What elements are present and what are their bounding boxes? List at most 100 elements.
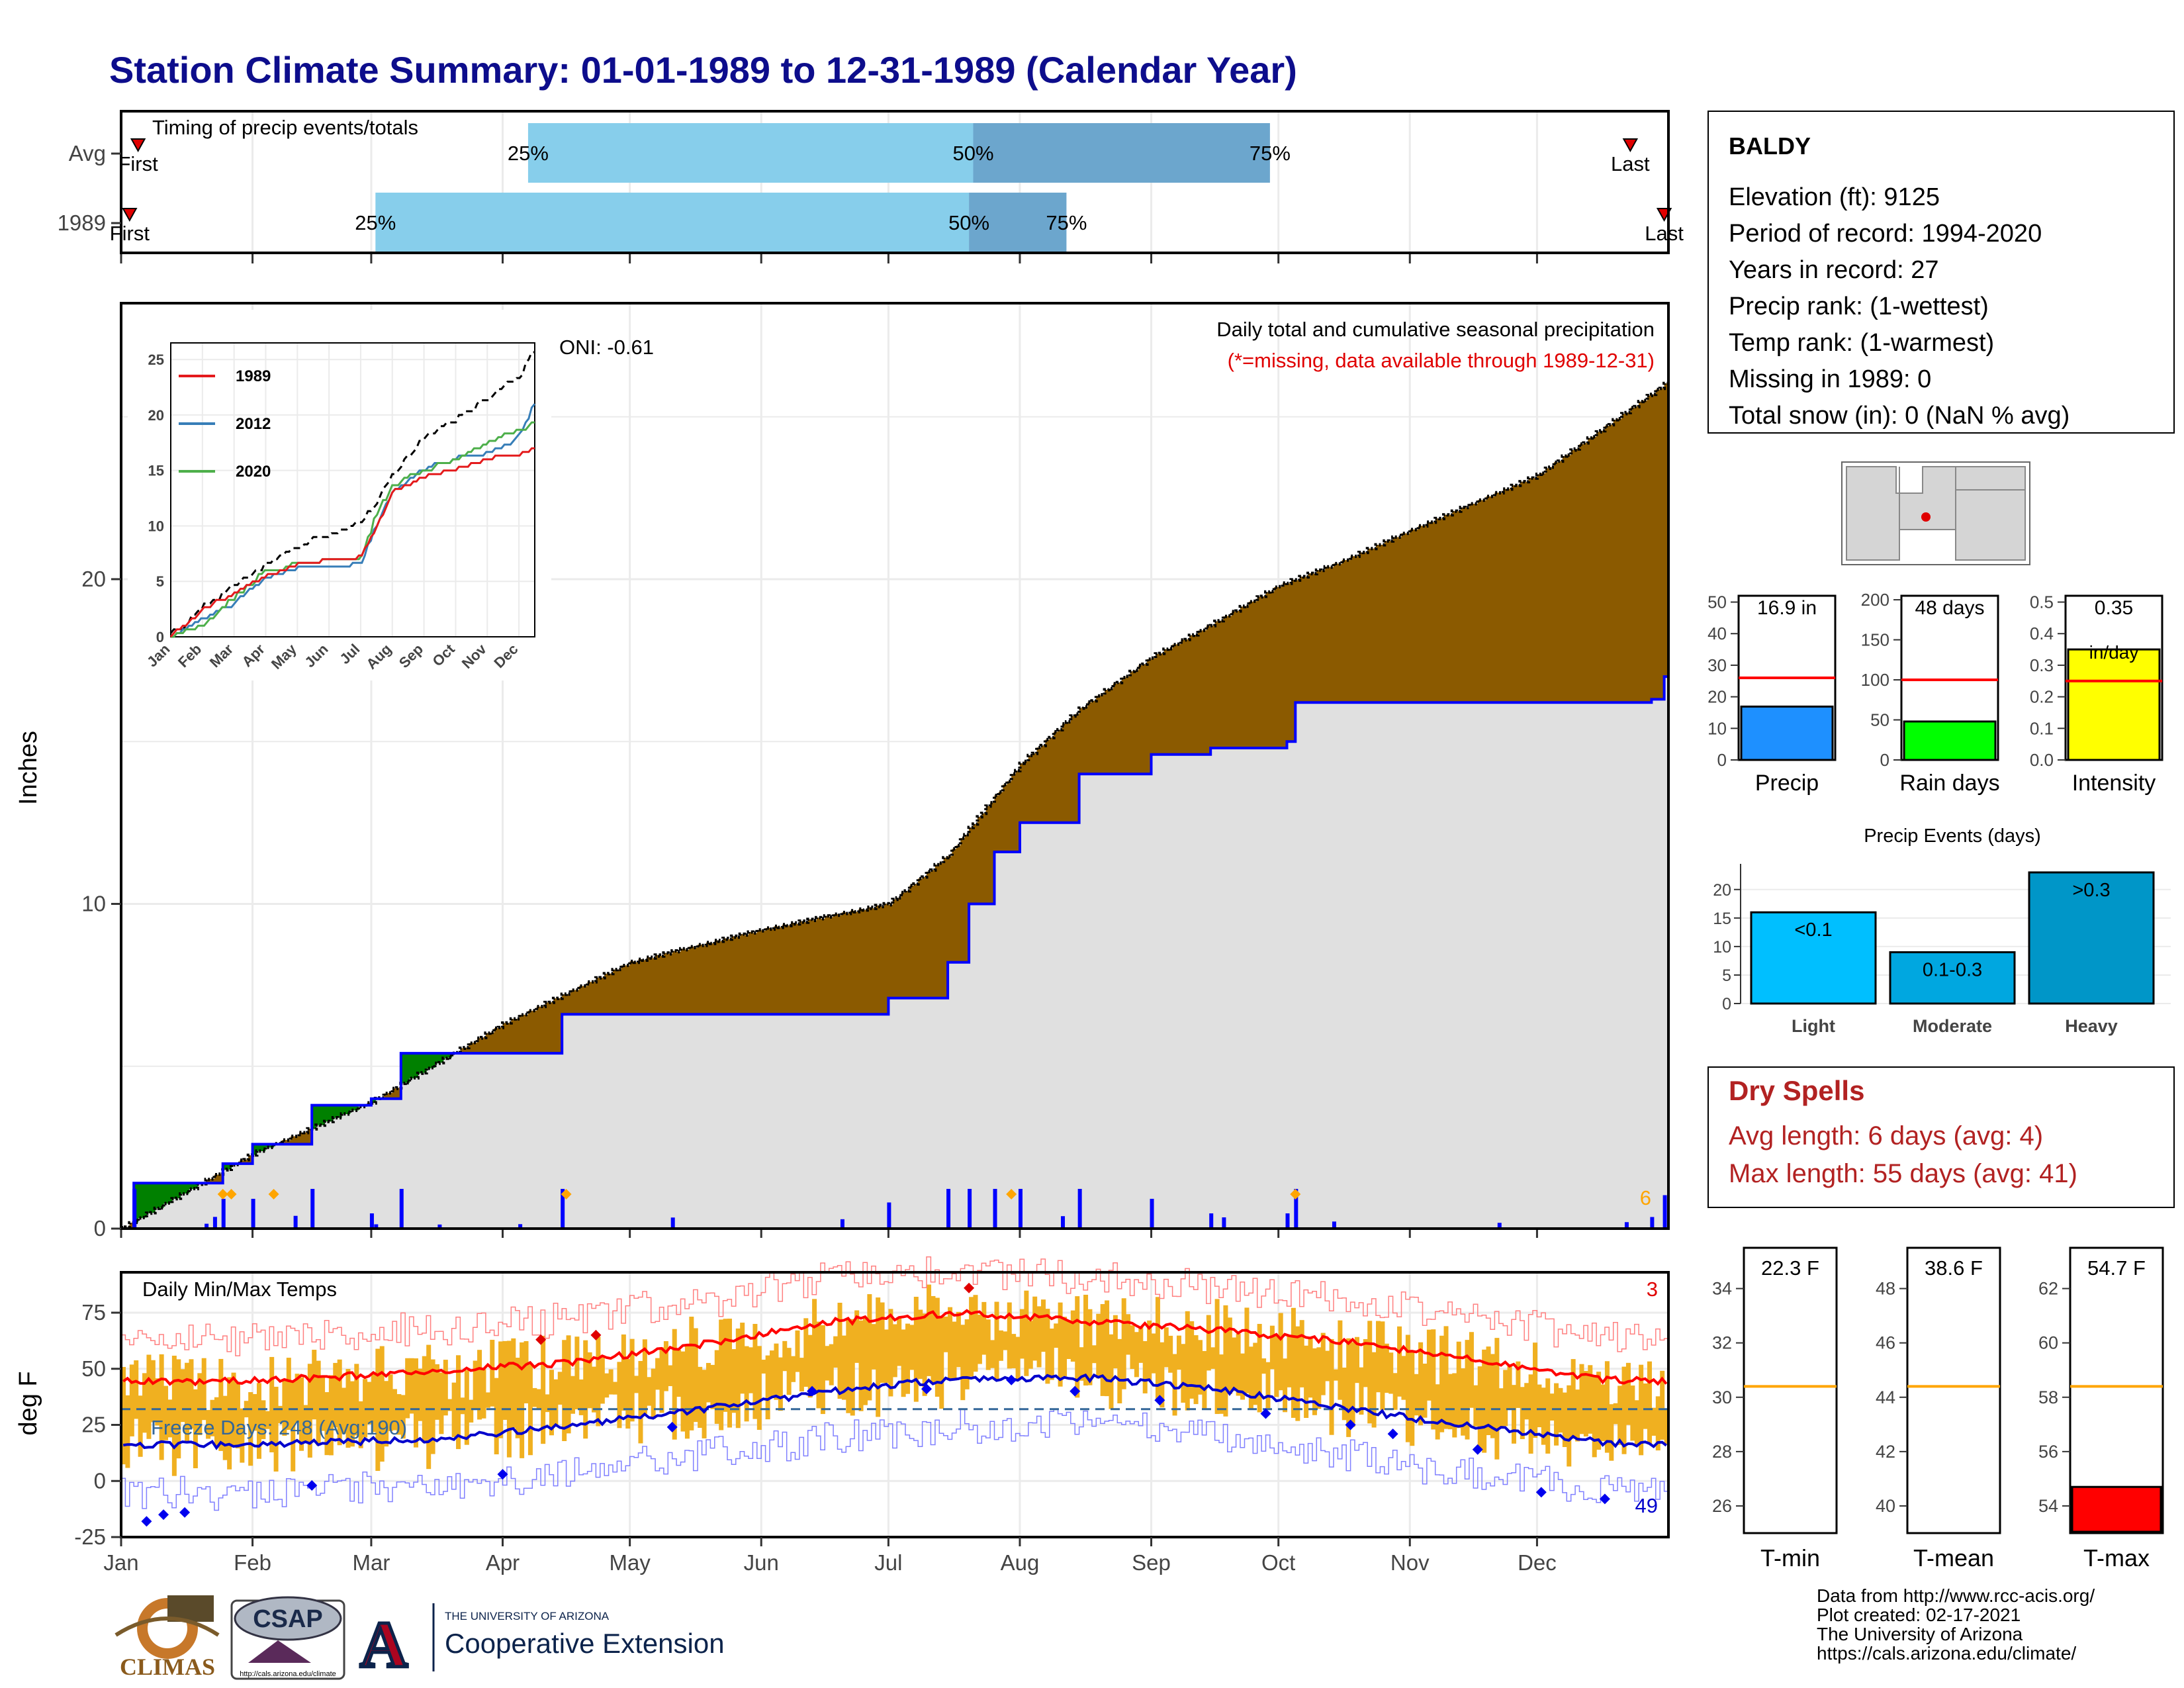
temp-day-bar xyxy=(1091,1345,1097,1364)
temp-day-bar xyxy=(562,1340,567,1442)
temp-day-bar xyxy=(295,1374,300,1423)
daily-precip-bar xyxy=(293,1215,298,1229)
daily-precip-bar xyxy=(1018,1189,1023,1229)
temp-day-bar xyxy=(994,1301,999,1380)
temp-day-bar xyxy=(210,1399,215,1436)
climas-logo: CLIMAS xyxy=(114,1595,220,1680)
temp-day-bar xyxy=(388,1374,393,1431)
temp-day-bar xyxy=(163,1385,169,1440)
temp-day-bar xyxy=(1032,1296,1038,1361)
temp-day-bar xyxy=(1354,1336,1359,1383)
summary-bar-charts: 0 10 20 30 40 50 16.9 in Precip 0 50 100 150 200 48 d… xyxy=(1707,590,2163,796)
temp-day-bar xyxy=(1592,1376,1597,1458)
daily-precip-bars xyxy=(132,1189,1667,1229)
month-label: May xyxy=(609,1550,651,1575)
observed-cumulative-line xyxy=(121,675,1668,1230)
daily-precip-bar xyxy=(369,1213,374,1229)
temp-summary-value-label: 54.7 F xyxy=(2087,1256,2146,1280)
temp-day-bar xyxy=(791,1356,796,1382)
temp-day-bar xyxy=(1134,1332,1139,1378)
temp-day-bar xyxy=(291,1380,296,1472)
temp-day-bar xyxy=(812,1299,817,1392)
temp-day-bar xyxy=(312,1350,317,1420)
timing-75-label: 75% xyxy=(1250,142,1291,165)
temp-summary-tick-label: 30 xyxy=(1712,1387,1732,1407)
temp-day-bar xyxy=(490,1339,495,1407)
temp-day-bar xyxy=(1312,1348,1317,1415)
mini-tick-label: 200 xyxy=(1861,590,1889,610)
temp-day-bar xyxy=(1405,1335,1410,1442)
temp-day-bar xyxy=(1604,1361,1610,1453)
events-tick-label: 15 xyxy=(1713,910,1731,928)
temp-day-bar xyxy=(1054,1323,1059,1348)
temp-day-bar xyxy=(778,1357,783,1411)
record-low-marker xyxy=(141,1516,152,1527)
temp-day-bar xyxy=(333,1362,338,1428)
daily-precip-bar xyxy=(1624,1222,1629,1229)
temp-day-bar xyxy=(867,1294,872,1401)
temp-day-bar xyxy=(1197,1340,1203,1395)
station-info-line: Total snow (in): 0 (NaN % avg) xyxy=(1729,402,2070,430)
mini-tick-label: 40 xyxy=(1707,624,1727,643)
csap-logo: CSAP http://cals.arizona.edu/climate xyxy=(230,1596,345,1680)
temp-day-bar xyxy=(171,1355,177,1476)
temp-day-bar xyxy=(256,1383,261,1459)
temp-day-bar xyxy=(439,1372,444,1434)
record-low-marker xyxy=(807,1385,818,1397)
temp-summary-tick-label: 48 xyxy=(1876,1279,1895,1299)
temp-day-bar xyxy=(477,1350,482,1420)
temp-day-bar xyxy=(770,1350,775,1397)
temp-day-bar xyxy=(841,1335,846,1400)
inset-average-line xyxy=(169,351,535,634)
temp-day-bar xyxy=(358,1401,363,1448)
record-low-marker xyxy=(158,1509,169,1521)
temp-day-bar xyxy=(337,1359,342,1446)
temp-day-bar xyxy=(1219,1354,1224,1414)
station-info-line: Precip rank: (1-wettest) xyxy=(1729,293,1989,320)
record-high-marker xyxy=(964,1282,975,1293)
temp-day-bar xyxy=(354,1364,359,1436)
record-low-marker xyxy=(1472,1444,1483,1455)
month-label: Sep xyxy=(1132,1550,1171,1575)
temp-day-bar xyxy=(816,1321,821,1409)
timing-50-label: 50% xyxy=(948,211,989,234)
temp-day-bar xyxy=(1634,1400,1639,1445)
temp-day-bar xyxy=(803,1318,809,1387)
temp-day-bar xyxy=(134,1360,139,1419)
temp-day-bar xyxy=(549,1370,554,1436)
temp-day-bar xyxy=(1206,1315,1211,1371)
temp-day-bar xyxy=(1160,1342,1165,1408)
temp-day-bar xyxy=(829,1344,834,1385)
missing-marker xyxy=(268,1189,279,1199)
temp-day-bar xyxy=(1096,1313,1101,1379)
month-label: Jan xyxy=(103,1550,138,1575)
temp-summary-tick-label: 28 xyxy=(1712,1442,1732,1462)
temp-day-bar xyxy=(1142,1340,1148,1393)
oni-label: ONI: -0.61 xyxy=(559,336,654,359)
temp-day-bar xyxy=(1210,1347,1216,1369)
temp-day-bar xyxy=(1113,1315,1118,1369)
temp-day-bar xyxy=(1316,1347,1322,1409)
temp-day-bar xyxy=(1579,1364,1584,1434)
record-low-marker xyxy=(1260,1408,1271,1419)
temp-day-bar xyxy=(782,1340,788,1372)
footer-credit-line: The University of Arizona xyxy=(1817,1624,2023,1644)
temp-day-bar xyxy=(1567,1385,1572,1467)
temp-day-bar xyxy=(1609,1404,1614,1461)
temp-day-bar xyxy=(227,1377,232,1470)
temp-day-bar xyxy=(931,1295,936,1383)
temp-day-bar xyxy=(888,1309,893,1397)
record-min-line xyxy=(121,1408,1668,1511)
missing-marker xyxy=(226,1189,237,1199)
station-info-box: BALDY Elevation (ft): 9125 Period of reco… xyxy=(1707,111,2175,434)
temp-day-bar xyxy=(608,1369,614,1395)
temp-day-bar xyxy=(981,1301,987,1355)
timing-25-label: 25% xyxy=(355,211,396,234)
event-bar-label: <0.1 xyxy=(1794,919,1832,941)
temp-day-bar xyxy=(1469,1332,1474,1408)
daily-precip-bar xyxy=(1077,1189,1082,1229)
temp-day-bar xyxy=(1075,1296,1080,1398)
temp-tick-label: 75 xyxy=(81,1300,106,1325)
temp-day-bar xyxy=(621,1334,626,1411)
temp-day-bar xyxy=(629,1338,635,1422)
